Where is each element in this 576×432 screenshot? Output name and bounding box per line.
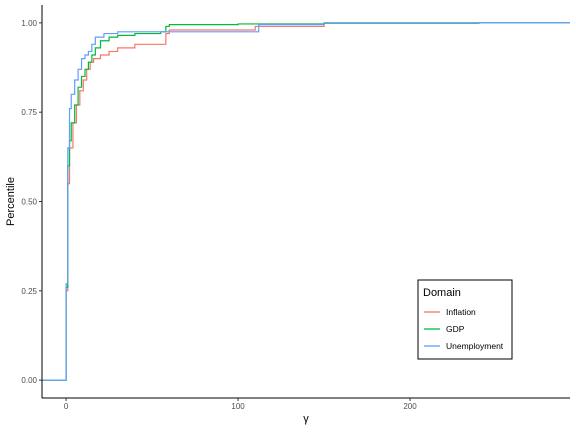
legend-label-unemployment: Unemployment: [446, 341, 504, 351]
x-axis-ticks: 0 100 200: [64, 398, 417, 411]
x-axis-title: γ: [303, 413, 309, 425]
x-tick-label: 200: [403, 402, 417, 411]
y-tick-label: 0.00: [21, 376, 37, 385]
legend: Domain Inflation GDP Unemployment: [417, 279, 513, 360]
y-tick-label: 0.75: [21, 108, 37, 117]
legend-label-inflation: Inflation: [446, 307, 476, 317]
y-axis-ticks: 0.00 0.25 0.50 0.75 1.00: [21, 19, 42, 385]
x-tick-label: 100: [231, 402, 245, 411]
legend-title: Domain: [423, 287, 461, 299]
y-tick-label: 1.00: [21, 19, 37, 28]
legend-items: Inflation GDP Unemployment: [424, 307, 504, 351]
series-line-unemployment: [42, 22, 570, 381]
x-tick-label: 0: [64, 402, 69, 411]
series-line-inflation: [42, 22, 570, 381]
y-tick-label: 0.25: [21, 287, 37, 296]
y-tick-label: 0.50: [21, 198, 37, 207]
y-axis-title: Percentile: [5, 177, 17, 226]
legend-label-gdp: GDP: [446, 324, 465, 334]
series-line-gdp: [42, 22, 570, 381]
series-lines: [42, 22, 570, 381]
